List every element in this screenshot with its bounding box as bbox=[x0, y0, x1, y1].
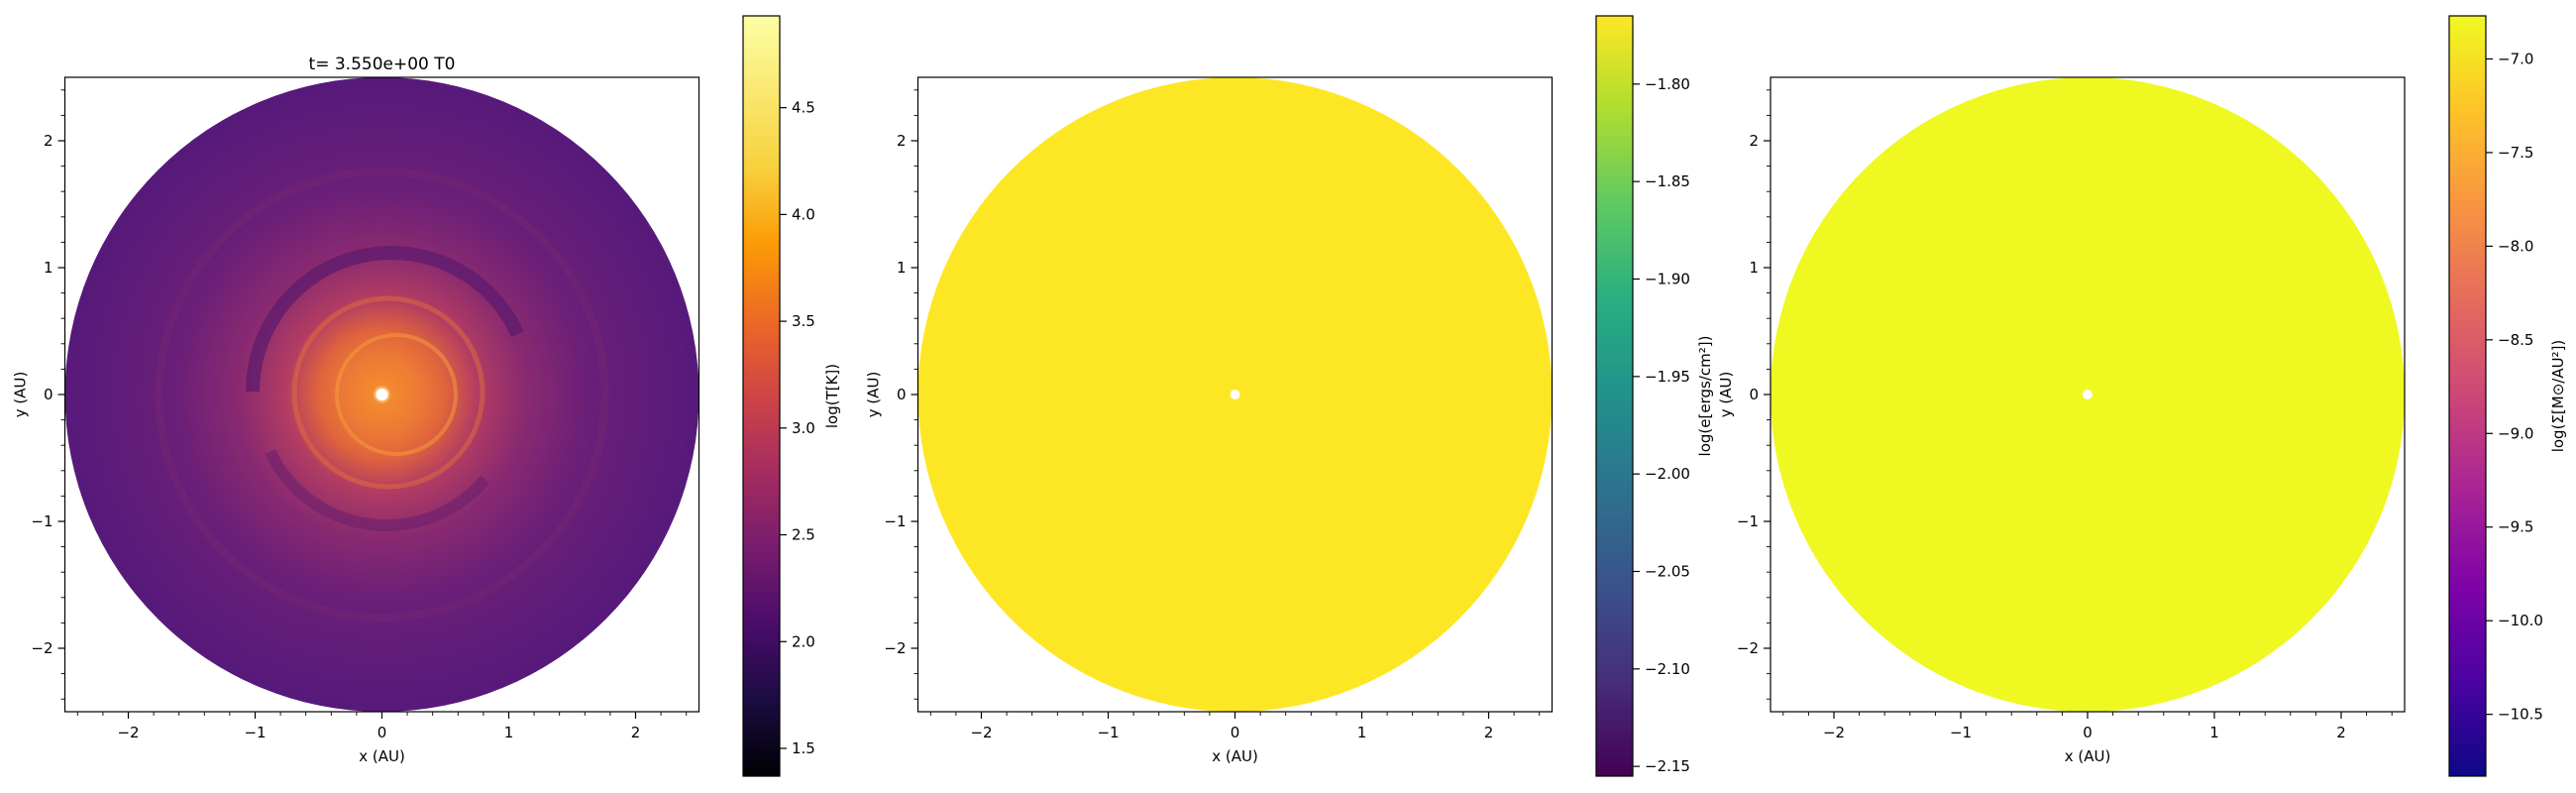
energy-disk bbox=[917, 77, 1553, 712]
colorbar-tick-label: −2.00 bbox=[1645, 465, 1690, 483]
y-tick-label: 1 bbox=[897, 259, 907, 277]
colorbar-label: log(Σ[M⊙/AU²]) bbox=[2549, 340, 2567, 453]
central-star bbox=[376, 389, 388, 400]
x-axis-label: x (AU) bbox=[359, 747, 405, 765]
x-axis-label: x (AU) bbox=[2065, 747, 2111, 765]
colorbar-tick-label: 2.0 bbox=[792, 632, 815, 650]
colorbar-gradient bbox=[2448, 15, 2487, 777]
temperature-panel: −2 −2 −1 −1 0 0 1 1 2 2 x (AU) y (AU) t= 3.550e+00 … bbox=[12, 15, 841, 777]
y-tick-label: 1 bbox=[44, 259, 54, 277]
x-tick-label: 0 bbox=[377, 724, 387, 741]
temperature-disk bbox=[64, 77, 699, 712]
surface-density-disk bbox=[1771, 77, 2405, 712]
colorbar-tick-label: −8.0 bbox=[2498, 237, 2533, 255]
outer-ring bbox=[155, 168, 609, 622]
colorbar-tick-label: −1.90 bbox=[1645, 271, 1690, 288]
y-tick-label: −1 bbox=[31, 512, 53, 530]
colorbar-tick-label: −1.95 bbox=[1645, 368, 1690, 386]
y-tick-label: 1 bbox=[1749, 259, 1759, 277]
x-tick-label: 0 bbox=[2083, 724, 2093, 741]
colorbar-tick-label: −2.10 bbox=[1645, 660, 1690, 678]
colorbar-label: log(e[ergs/cm²]) bbox=[1696, 336, 1714, 457]
y-axis-label: y (AU) bbox=[1717, 372, 1735, 418]
colorbar-tick-label: 3.0 bbox=[792, 419, 815, 437]
y-tick-label: 0 bbox=[44, 386, 54, 403]
y-axis-label: y (AU) bbox=[12, 372, 30, 418]
colorbar-tick-label: −9.0 bbox=[2498, 424, 2533, 442]
x-tick-label: 0 bbox=[1231, 724, 1240, 741]
y-tick-label: 2 bbox=[1749, 132, 1759, 150]
colorbar-tick-label: −7.0 bbox=[2498, 50, 2533, 67]
x-tick-label: 2 bbox=[2336, 724, 2346, 741]
colorbar-tick-label: 4.5 bbox=[792, 99, 815, 117]
y-tick-label: −1 bbox=[884, 512, 906, 530]
colorbar-tick-label: −9.5 bbox=[2498, 518, 2533, 536]
y-tick-label: 2 bbox=[44, 132, 54, 150]
y-tick-label: −2 bbox=[31, 639, 53, 657]
y-axis-label: y (AU) bbox=[865, 372, 883, 418]
panel-title: t= 3.550e+00 T0 bbox=[309, 55, 456, 74]
x-tick-label: −2 bbox=[117, 724, 139, 741]
x-tick-label: −2 bbox=[1823, 724, 1845, 741]
central-hole bbox=[2083, 390, 2093, 399]
y-tick-label: −2 bbox=[884, 639, 906, 657]
x-tick-label: −2 bbox=[970, 724, 992, 741]
colorbar-gradient bbox=[1595, 15, 1634, 777]
y-tick-label: −2 bbox=[1737, 639, 1759, 657]
colorbar-gradient bbox=[742, 15, 781, 777]
colorbar-tick-label: −2.15 bbox=[1645, 757, 1690, 775]
shock-arc-lower bbox=[252, 262, 521, 531]
energy-panel: −2 −2 −1 −1 0 0 1 1 2 2 x (AU) y (AU) −1.80 −1.85 −1.… bbox=[865, 15, 1714, 777]
y-tick-label: 2 bbox=[897, 132, 907, 150]
x-tick-label: 1 bbox=[504, 724, 514, 741]
colorbar-tick-label: −8.5 bbox=[2498, 331, 2533, 349]
colorbar-tick-label: 4.0 bbox=[792, 205, 815, 223]
colorbar-tick-label: −2.05 bbox=[1645, 563, 1690, 581]
colorbar-tick-label: 3.5 bbox=[792, 312, 815, 330]
spiral-ring-1 bbox=[335, 333, 458, 456]
colorbar-tick-label: 1.5 bbox=[792, 739, 815, 757]
x-tick-label: −1 bbox=[1950, 724, 1972, 741]
x-tick-label: −1 bbox=[244, 724, 266, 741]
x-tick-label: 2 bbox=[631, 724, 641, 741]
x-axis-label: x (AU) bbox=[1212, 747, 1258, 765]
colorbar-tick-label: −10.5 bbox=[2498, 706, 2543, 724]
y-tick-label: −1 bbox=[1737, 512, 1759, 530]
colorbar-tick-label: 2.5 bbox=[792, 526, 815, 544]
x-tick-label: 1 bbox=[1357, 724, 1367, 741]
y-tick-label: 0 bbox=[897, 386, 907, 403]
shock-arc-outer bbox=[246, 246, 537, 537]
central-hole bbox=[1230, 390, 1240, 399]
spiral-ring-2 bbox=[291, 295, 485, 490]
colorbar-tick-label: −10.0 bbox=[2498, 612, 2543, 629]
colorbar-tick-label: −1.80 bbox=[1645, 75, 1690, 93]
x-tick-label: −1 bbox=[1097, 724, 1119, 741]
colorbar-label: log(T[K]) bbox=[823, 364, 841, 428]
surface-density-panel: −2 −2 −1 −1 0 0 1 1 2 2 x (AU) y (AU) −7.0 −7.5 −8.0 −… bbox=[1717, 15, 2567, 777]
colorbar-tick-label: −1.85 bbox=[1645, 172, 1690, 190]
x-tick-label: 2 bbox=[1484, 724, 1494, 741]
y-tick-label: 0 bbox=[1749, 386, 1759, 403]
x-tick-label: 1 bbox=[2209, 724, 2219, 741]
colorbar-tick-label: −7.5 bbox=[2498, 144, 2533, 162]
